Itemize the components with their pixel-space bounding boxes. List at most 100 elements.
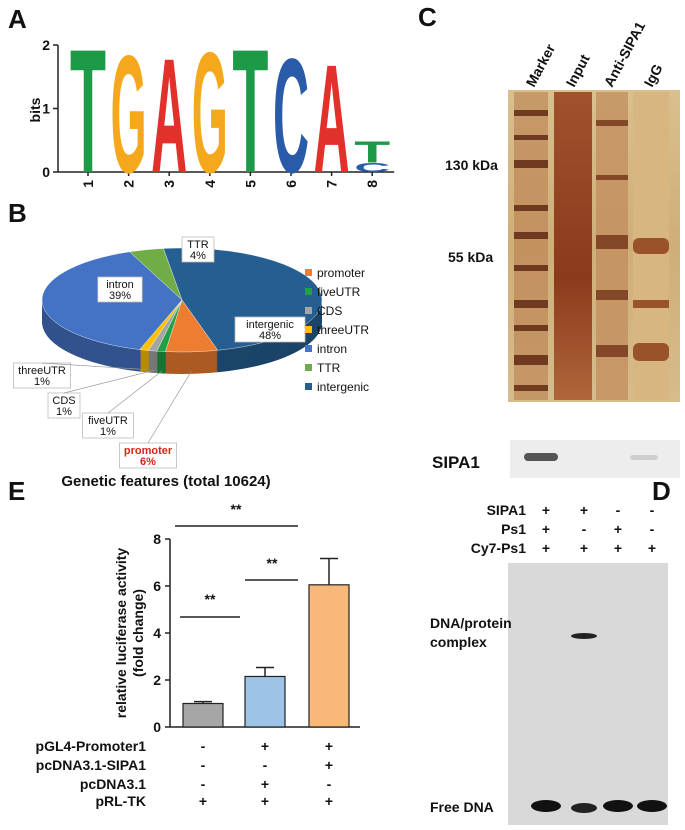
logo-letter: T <box>70 12 106 210</box>
logo-letter: A <box>151 25 187 207</box>
sign: + <box>542 521 550 537</box>
lane-label: IgG <box>641 61 666 89</box>
logo-letter: A <box>314 32 350 205</box>
pie <box>41 247 323 374</box>
callout-value: 4% <box>190 250 206 262</box>
panel-label: E <box>8 476 25 506</box>
y-axis-label: relative luciferase activity <box>113 548 129 719</box>
sign: - <box>582 521 587 537</box>
marker-bands <box>514 110 548 391</box>
sign: + <box>261 738 269 754</box>
lane-input <box>554 92 592 400</box>
callout-name: promoter <box>124 445 173 457</box>
anti-bands <box>596 120 628 357</box>
size-marker: 55 kDa <box>448 249 493 265</box>
row-label: pGL4-Promoter1 <box>36 738 147 754</box>
bar <box>182 702 224 728</box>
sign: - <box>327 776 332 792</box>
igg-bands <box>633 238 669 361</box>
leader-line <box>63 369 154 394</box>
x-tick-label: 5 <box>242 180 258 188</box>
callout-name: fiveUTR <box>88 415 128 427</box>
bar <box>308 584 350 728</box>
row-label: SIPA1 <box>487 502 527 518</box>
logo-letter: C <box>354 160 390 175</box>
legend-swatch <box>305 269 312 276</box>
legend-swatch <box>305 288 312 295</box>
western-band <box>524 453 558 461</box>
leader-line <box>107 370 163 414</box>
legend-swatch <box>305 326 312 333</box>
complex-label: DNA/protein <box>430 615 512 631</box>
callout-box <box>234 316 306 343</box>
legend-label: promoter <box>317 266 365 280</box>
row-label: pRL-TK <box>95 793 146 809</box>
blot-label: SIPA1 <box>432 453 480 472</box>
logo-letter: T <box>354 135 390 170</box>
legend-label: intron <box>317 342 347 356</box>
legend-swatch <box>305 307 312 314</box>
sign: + <box>542 502 550 518</box>
panel-label: C <box>418 2 437 32</box>
callout-name: threeUTR <box>18 365 66 377</box>
y-axis-label: (fold change) <box>130 589 146 677</box>
callout-box <box>181 236 215 263</box>
bar <box>244 675 286 728</box>
x-tick-label: 4 <box>202 180 218 188</box>
free-band <box>531 800 561 812</box>
callout-value: 48% <box>259 330 281 342</box>
legend-swatch <box>305 364 312 371</box>
significance-label: ** <box>267 555 278 571</box>
callout-name: CDS <box>52 395 75 407</box>
legend-swatch <box>305 383 312 390</box>
callout-value: 39% <box>109 290 131 302</box>
x-tick-label: 2 <box>121 180 137 188</box>
y-tick-label: 1 <box>42 101 50 117</box>
panel-label: B <box>8 198 27 228</box>
sign: - <box>263 757 268 773</box>
x-tick-label: 7 <box>324 180 340 188</box>
sign: - <box>650 502 655 518</box>
sign: + <box>261 793 269 809</box>
silver-stain-gel <box>508 90 680 478</box>
x-tick-label: 3 <box>161 180 177 188</box>
sign: + <box>542 540 550 556</box>
logo-letter: G <box>111 22 147 208</box>
row-label: Ps1 <box>501 521 526 537</box>
free-band <box>637 800 667 812</box>
free-band <box>603 800 633 812</box>
y-tick-label: 2 <box>42 37 50 53</box>
western-band <box>630 455 658 460</box>
x-tick-label: 1 <box>80 180 96 188</box>
y-tick-label: 0 <box>153 719 161 735</box>
gel-background <box>508 563 668 825</box>
sign: + <box>261 776 269 792</box>
sign: - <box>650 521 655 537</box>
lane-marker <box>514 92 548 400</box>
size-marker: 130 kDa <box>445 157 498 173</box>
lane-label: Marker <box>523 41 559 90</box>
sign: + <box>325 738 333 754</box>
sign: + <box>580 502 588 518</box>
sign: - <box>616 502 621 518</box>
sign: - <box>201 776 206 792</box>
panel-label: D <box>652 476 671 506</box>
chart-title: Genetic features (total 10624) <box>61 473 270 490</box>
leader-line <box>41 362 146 370</box>
legend-swatch <box>305 345 312 352</box>
legend-label: threeUTR <box>317 323 369 337</box>
sign: + <box>325 757 333 773</box>
sign: - <box>201 757 206 773</box>
callout-value: 6% <box>140 456 156 468</box>
leader-line <box>147 371 192 444</box>
callout-name: intron <box>106 279 134 291</box>
row-label: pcDNA3.1-SIPA1 <box>36 757 146 773</box>
callout-box <box>12 362 72 389</box>
x-tick-label: 8 <box>364 180 380 188</box>
sign: + <box>580 540 588 556</box>
callout-box <box>97 276 143 303</box>
legend-label: intergenic <box>317 380 369 394</box>
x-tick-label: 6 <box>283 180 299 188</box>
significance-label: ** <box>231 501 242 517</box>
logo-letter: C <box>273 25 309 207</box>
